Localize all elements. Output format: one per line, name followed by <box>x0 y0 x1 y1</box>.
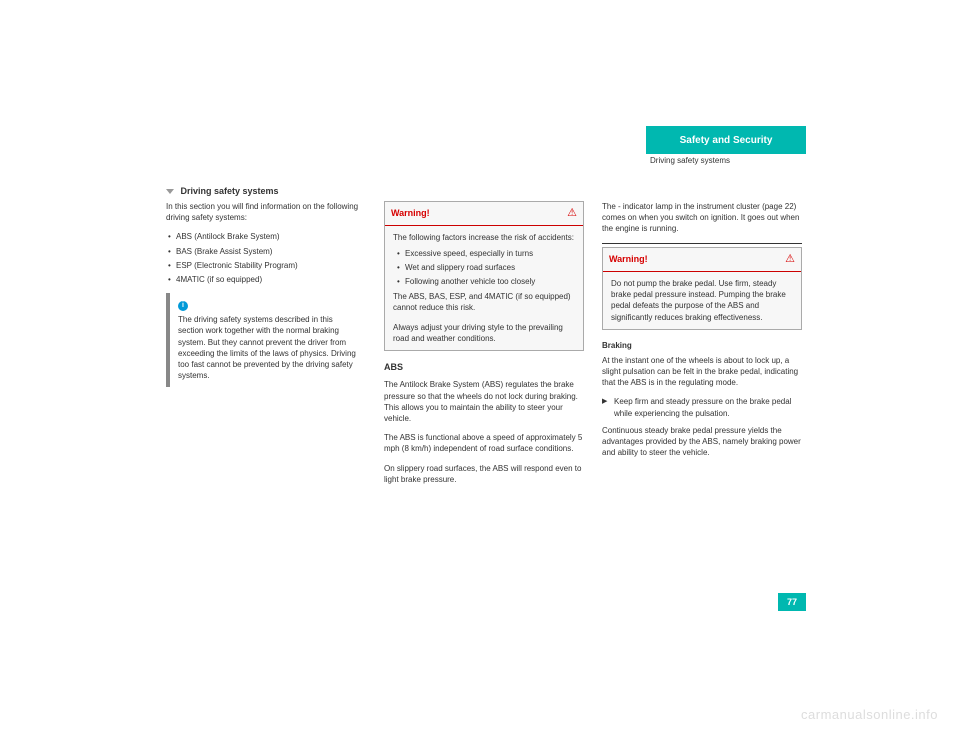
list-item: Following another vehicle too closely <box>393 276 575 287</box>
list-item: 4MATIC (if so equipped) <box>166 274 366 285</box>
warning-body: The following factors increase the risk … <box>385 226 583 350</box>
warning-triangle-icon: ⚠ <box>567 206 577 221</box>
warning-box-2: Warning! ⚠ Do not pump the brake pedal. … <box>602 247 802 330</box>
systems-list: ABS (Antilock Brake System) BAS (Brake A… <box>166 231 366 285</box>
info-text: The driving safety systems described in … <box>178 314 360 381</box>
warning-intro: The following factors increase the risk … <box>393 232 575 243</box>
list-item: BAS (Brake Assist System) <box>166 246 366 257</box>
list-item: Excessive speed, especially in turns <box>393 248 575 259</box>
braking-p2: Continuous steady brake pedal pressure y… <box>602 425 802 459</box>
page-number-text: 77 <box>787 597 797 607</box>
braking-p1: At the instant one of the wheels is abou… <box>602 355 802 389</box>
list-item: Wet and slippery road surfaces <box>393 262 575 273</box>
warning-p2: Always adjust your driving style to the … <box>393 322 575 344</box>
divider <box>602 243 802 244</box>
intro-text: In this section you will find informatio… <box>166 201 366 223</box>
abs-p3: On slippery road surfaces, the ABS will … <box>384 463 584 485</box>
info-icon: i <box>178 301 188 311</box>
abs-p2: The ABS is functional above a speed of a… <box>384 432 584 454</box>
info-box: i The driving safety systems described i… <box>166 293 366 387</box>
manual-page: Safety and Security Driving safety syste… <box>166 111 806 621</box>
chevron-down-icon <box>166 189 174 194</box>
warning-body: Do not pump the brake pedal. Use firm, s… <box>603 272 801 329</box>
list-item: ESP (Electronic Stability Program) <box>166 260 366 271</box>
abs-title: ABS <box>384 361 584 374</box>
warning-factor-list: Excessive speed, especially in turns Wet… <box>393 248 575 288</box>
lamp-text: The - indicator lamp in the instrument c… <box>602 201 802 235</box>
braking-title: Braking <box>602 340 802 351</box>
header-tab: Safety and Security <box>646 126 806 154</box>
section-title: Driving safety systems <box>166 186 279 196</box>
column-1: In this section you will find informatio… <box>166 201 366 387</box>
page-number: 77 <box>778 593 806 611</box>
list-item: ABS (Antilock Brake System) <box>166 231 366 242</box>
header-tab-text: Safety and Security <box>680 135 773 146</box>
subheader-text: Driving safety systems <box>646 156 806 165</box>
abs-p1: The Antilock Brake System (ABS) regulate… <box>384 379 584 424</box>
column-3: The - indicator lamp in the instrument c… <box>602 201 802 466</box>
warning-header: Warning! ⚠ <box>385 202 583 226</box>
section-title-text: Driving safety systems <box>181 186 279 196</box>
warning-header: Warning! ⚠ <box>603 248 801 272</box>
braking-action: Keep firm and steady pressure on the bra… <box>602 396 802 418</box>
watermark: carmanualsonline.info <box>801 707 938 722</box>
column-2: Warning! ⚠ The following factors increas… <box>384 201 584 493</box>
warning-triangle-icon: ⚠ <box>785 252 795 267</box>
warning-p1: The ABS, BAS, ESP, and 4MATIC (if so equ… <box>393 291 575 313</box>
warning-title: Warning! <box>609 253 648 266</box>
warning-title: Warning! <box>391 207 430 220</box>
warning-box-1: Warning! ⚠ The following factors increas… <box>384 201 584 351</box>
